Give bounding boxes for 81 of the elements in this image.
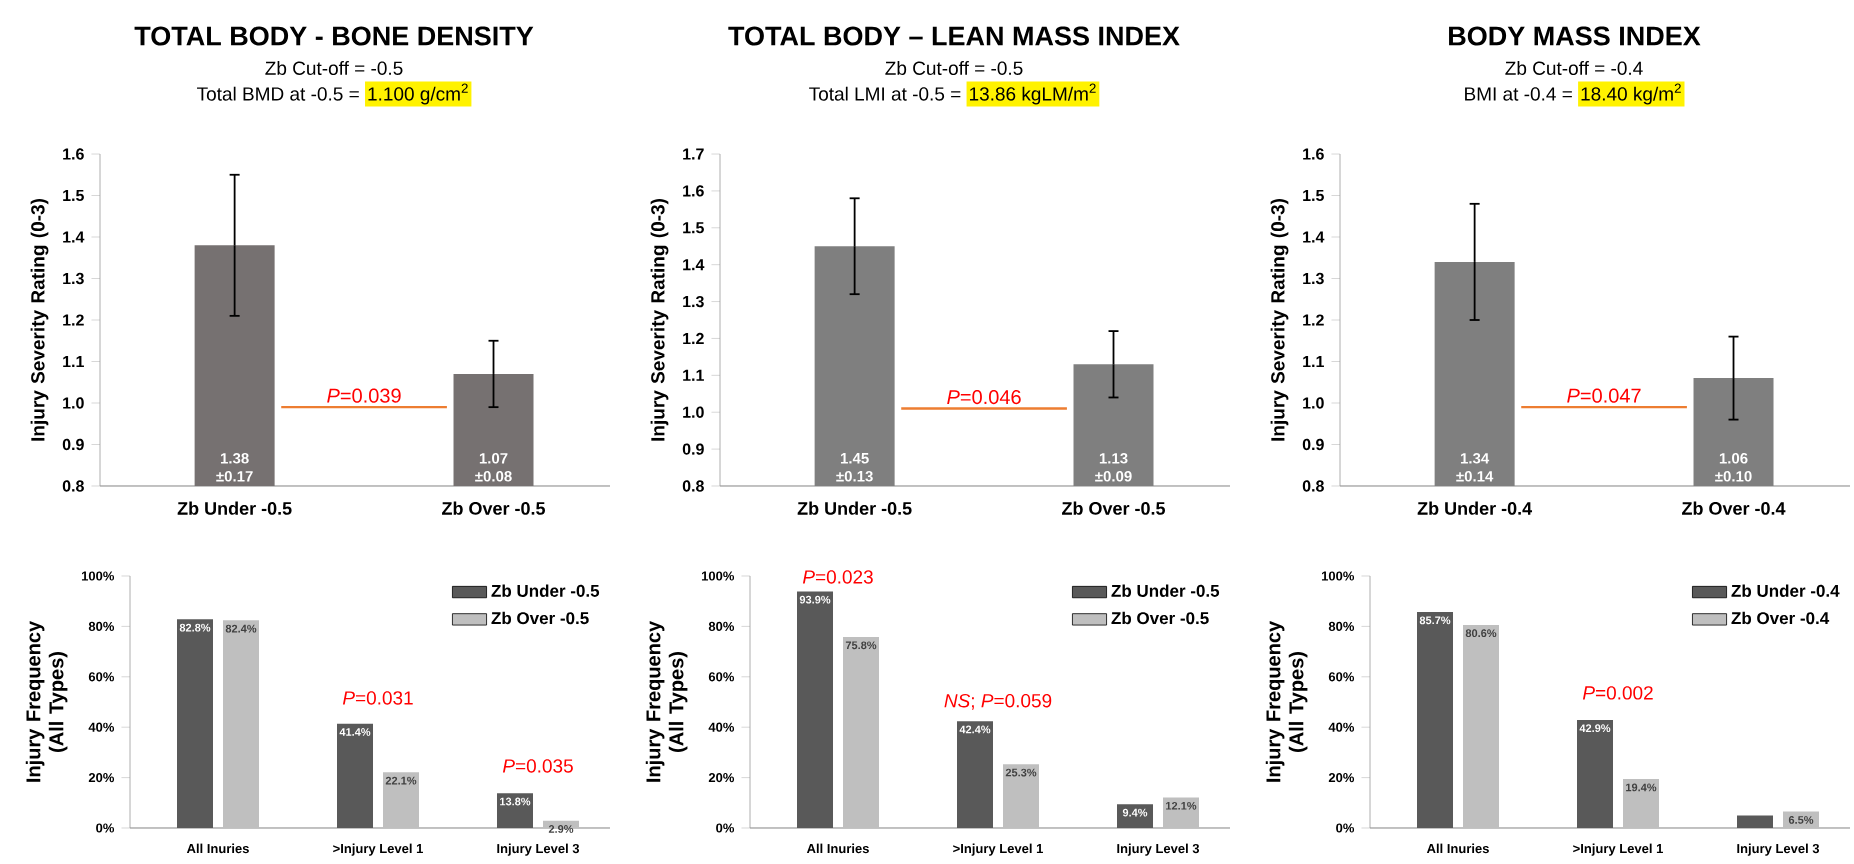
y-tick-label: 0.9 xyxy=(682,443,704,455)
y-tick-label: 0.8 xyxy=(682,480,704,492)
y-tick-label: 1.2 xyxy=(683,332,704,345)
y-tick-label: 1.3 xyxy=(683,295,704,308)
annotation: NS; P=0.059 xyxy=(944,693,1052,710)
y-tick-label: 1.2 xyxy=(63,314,84,326)
text: Total LMI at -0.5 = xyxy=(809,86,961,101)
bar xyxy=(1417,612,1454,828)
y-axis-title: Injury Frequency (All Types) xyxy=(645,620,688,782)
y-tick-label: 0.9 xyxy=(1302,438,1324,451)
y-tick-label: 1.0 xyxy=(683,406,704,418)
bar xyxy=(177,619,213,828)
y-tick-label: 1.5 xyxy=(683,222,704,234)
chart-subtitle: Zb Cut-off = -0.4 xyxy=(1505,61,1643,75)
y-tick-label: 1.6 xyxy=(63,148,84,160)
annotation: P=0.035 xyxy=(502,759,573,773)
bar xyxy=(383,772,419,828)
y-tick-label: 0.8 xyxy=(1302,480,1324,492)
annotation: P=0.023 xyxy=(802,570,873,584)
y-axis-title: Injury Severity Rating (0-3) xyxy=(30,199,49,441)
bar xyxy=(1117,804,1154,828)
y-tick-label: 1.3 xyxy=(1303,272,1324,285)
legend-label: Zb Over -0.5 xyxy=(491,611,589,625)
x-tick-label: Zb Over -0.5 xyxy=(1062,501,1166,515)
legend-label: Zb Over -0.5 xyxy=(1111,611,1209,625)
y-tick-label: 1.6 xyxy=(1303,148,1324,160)
y-tick-label: 1.2 xyxy=(1303,314,1324,326)
y-tick-label: 1.0 xyxy=(63,397,84,409)
annotation: P=0.031 xyxy=(342,691,413,705)
annotation: P=0.046 xyxy=(947,389,1021,405)
y-tick-label: 1.0 xyxy=(1303,397,1324,409)
bar xyxy=(1737,815,1773,828)
legend-label: Zb Under -0.5 xyxy=(1111,584,1220,597)
x-tick-label: Zb Under -0.5 xyxy=(797,501,912,515)
text: 18.40 kg/m$^{2}$ xyxy=(1581,83,1681,105)
bar xyxy=(497,793,533,828)
y-tick-label: 0.8 xyxy=(62,480,84,492)
chart-title: TOTAL BODY - BONE DENSITY xyxy=(134,26,534,46)
y-tick-label: 1.4 xyxy=(63,231,85,243)
y-tick-label: 1.1 xyxy=(63,356,84,368)
y-tick-label: 1.5 xyxy=(1303,189,1324,202)
legend-label: Zb Under -0.5 xyxy=(491,584,600,597)
annotation: P=0.002 xyxy=(1582,686,1653,700)
legend-label: Zb Over -0.4 xyxy=(1731,611,1830,625)
annotation: P=0.047 xyxy=(1567,388,1641,403)
annotation: P=0.039 xyxy=(327,388,401,403)
text: Total BMD at -0.5 = xyxy=(197,86,359,101)
x-tick-label: Zb Under -0.5 xyxy=(177,501,292,515)
y-axis-title: Injury Frequency (All Types) xyxy=(25,620,68,782)
y-tick-label: 1.6 xyxy=(683,185,704,197)
x-tick-label: Zb Under -0.4 xyxy=(1417,501,1533,515)
bar xyxy=(1003,764,1039,828)
y-tick-label: 0.9 xyxy=(62,438,84,451)
bar xyxy=(843,636,880,828)
y-axis-title: Injury Frequency (All Types) xyxy=(1265,620,1308,782)
text: 1.100 g/cm$^{2}$ xyxy=(368,83,468,105)
y-axis-title: Injury Severity Rating (0-3) xyxy=(1270,199,1289,441)
chart-title: BODY MASS INDEX xyxy=(1449,26,1701,46)
y-axis-title: Injury Severity Rating (0-3) xyxy=(650,199,669,441)
y-tick-label: 1.5 xyxy=(63,189,84,202)
bar xyxy=(1463,624,1500,828)
y-tick-label: 1.4 xyxy=(683,259,705,271)
y-tick-label: 1.3 xyxy=(63,272,84,285)
bar xyxy=(223,620,259,828)
x-tick-label: Zb Over -0.4 xyxy=(1682,501,1786,515)
bar xyxy=(1577,719,1614,828)
text: BMI at -0.4 = xyxy=(1465,87,1572,101)
y-tick-label: 1.1 xyxy=(683,369,704,381)
legend-label: Zb Under -0.4 xyxy=(1731,584,1840,597)
y-tick-label: 1.7 xyxy=(683,148,704,160)
y-tick-label: 1.1 xyxy=(1303,356,1324,368)
chart-subtitle: Zb Cut-off = -0.5 xyxy=(265,61,403,75)
text: 13.86 kgLM/m$^{2}$ xyxy=(970,83,1096,105)
chart-subtitle: Zb Cut-off = -0.5 xyxy=(885,61,1023,75)
bar xyxy=(1623,779,1660,828)
chart-title: TOTAL BODY – LEAN MASS INDEX xyxy=(728,26,1180,46)
x-tick-label: Zb Over -0.5 xyxy=(442,501,546,515)
bar xyxy=(797,591,834,828)
bar xyxy=(337,723,373,828)
y-tick-label: 1.4 xyxy=(1303,231,1325,243)
bar xyxy=(957,721,993,828)
